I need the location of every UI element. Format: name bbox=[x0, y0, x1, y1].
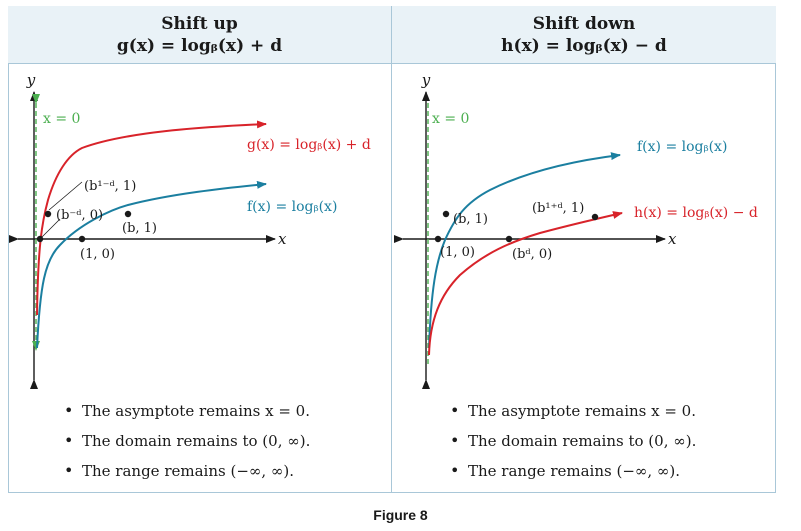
right-y-axis-label: y bbox=[421, 71, 431, 89]
right-graph: y x x = 0 f(x) = logᵦ(x) h(x) = logᵦ(x) … bbox=[394, 71, 758, 389]
left-blue-curve-label: f(x) = logᵦ(x) bbox=[247, 199, 337, 215]
left-red-curve-label: g(x) = logᵦ(x) + d bbox=[247, 137, 371, 153]
right-point-red-b1-plus-d bbox=[591, 213, 599, 221]
left-x-axis-label: x bbox=[278, 230, 287, 248]
right-blue-curve-label: f(x) = logᵦ(x) bbox=[637, 139, 727, 155]
left-bullet-range: The range remains (−∞, ∞). bbox=[64, 456, 310, 486]
right-point-blue-1-0 bbox=[434, 235, 442, 243]
right-bullet-asymptote: The asymptote remains x = 0. bbox=[450, 396, 696, 426]
left-point-label-1-0: (1, 0) bbox=[80, 247, 115, 262]
left-panel-header: Shift up g(x) = logᵦ(x) + d bbox=[8, 6, 392, 64]
right-panel-formula: h(x) = logᵦ(x) − d bbox=[501, 36, 667, 56]
left-bullet-asymptote: The asymptote remains x = 0. bbox=[64, 396, 310, 426]
right-panel-title: Shift down bbox=[532, 14, 636, 34]
right-point-label-b1-plus-d: (b¹⁺ᵈ, 1) bbox=[532, 201, 584, 216]
right-asymptote-label: x = 0 bbox=[432, 111, 469, 127]
left-point-label-b-1: (b, 1) bbox=[122, 221, 157, 236]
left-point-blue-b-1 bbox=[124, 210, 132, 218]
left-y-axis-label: y bbox=[26, 71, 36, 89]
left-blue-curve bbox=[36, 180, 267, 349]
right-bullet-domain: The domain remains to (0, ∞). bbox=[450, 426, 696, 456]
right-point-label-1-0: (1, 0) bbox=[440, 245, 475, 260]
left-bullet-list: The asymptote remains x = 0. The domain … bbox=[64, 396, 310, 486]
left-graph: y x x = 0 g(x) = logᵦ(x) + d f(x) = logᵦ… bbox=[9, 71, 371, 389]
right-x-axis-label: x bbox=[668, 230, 677, 248]
right-panel-header: Shift down h(x) = logᵦ(x) − d bbox=[392, 6, 776, 64]
right-bullet-range: The range remains (−∞, ∞). bbox=[450, 456, 696, 486]
right-point-label-bd-0: (bᵈ, 0) bbox=[512, 247, 552, 262]
left-panel-title: Shift up bbox=[161, 14, 238, 34]
left-point-red-b-minus-d bbox=[36, 235, 44, 243]
left-point-label-b-minus-d: (b⁻ᵈ, 0) bbox=[56, 208, 103, 223]
right-bullet-list: The asymptote remains x = 0. The domain … bbox=[450, 396, 696, 486]
right-point-blue-b-1 bbox=[442, 210, 450, 218]
right-red-curve-label: h(x) = logᵦ(x) − d bbox=[634, 205, 758, 221]
left-bullet-domain: The domain remains to (0, ∞). bbox=[64, 426, 310, 456]
left-leader-2 bbox=[40, 218, 61, 239]
left-point-label-b1-minus-d: (b¹⁻ᵈ, 1) bbox=[84, 179, 136, 194]
panel-divider bbox=[391, 64, 392, 493]
left-leader-1 bbox=[48, 181, 83, 211]
figure-caption: Figure 8 bbox=[373, 507, 428, 523]
left-asymptote-label: x = 0 bbox=[43, 111, 80, 127]
left-point-red-b1-minus-d bbox=[44, 210, 52, 218]
left-panel-formula: g(x) = logᵦ(x) + d bbox=[116, 36, 283, 56]
right-point-red-bd-0 bbox=[505, 235, 513, 243]
right-red-curve bbox=[428, 211, 623, 356]
left-point-blue-1-0 bbox=[78, 235, 86, 243]
right-blue-curve bbox=[428, 152, 621, 349]
right-point-label-b-1: (b, 1) bbox=[453, 212, 488, 227]
